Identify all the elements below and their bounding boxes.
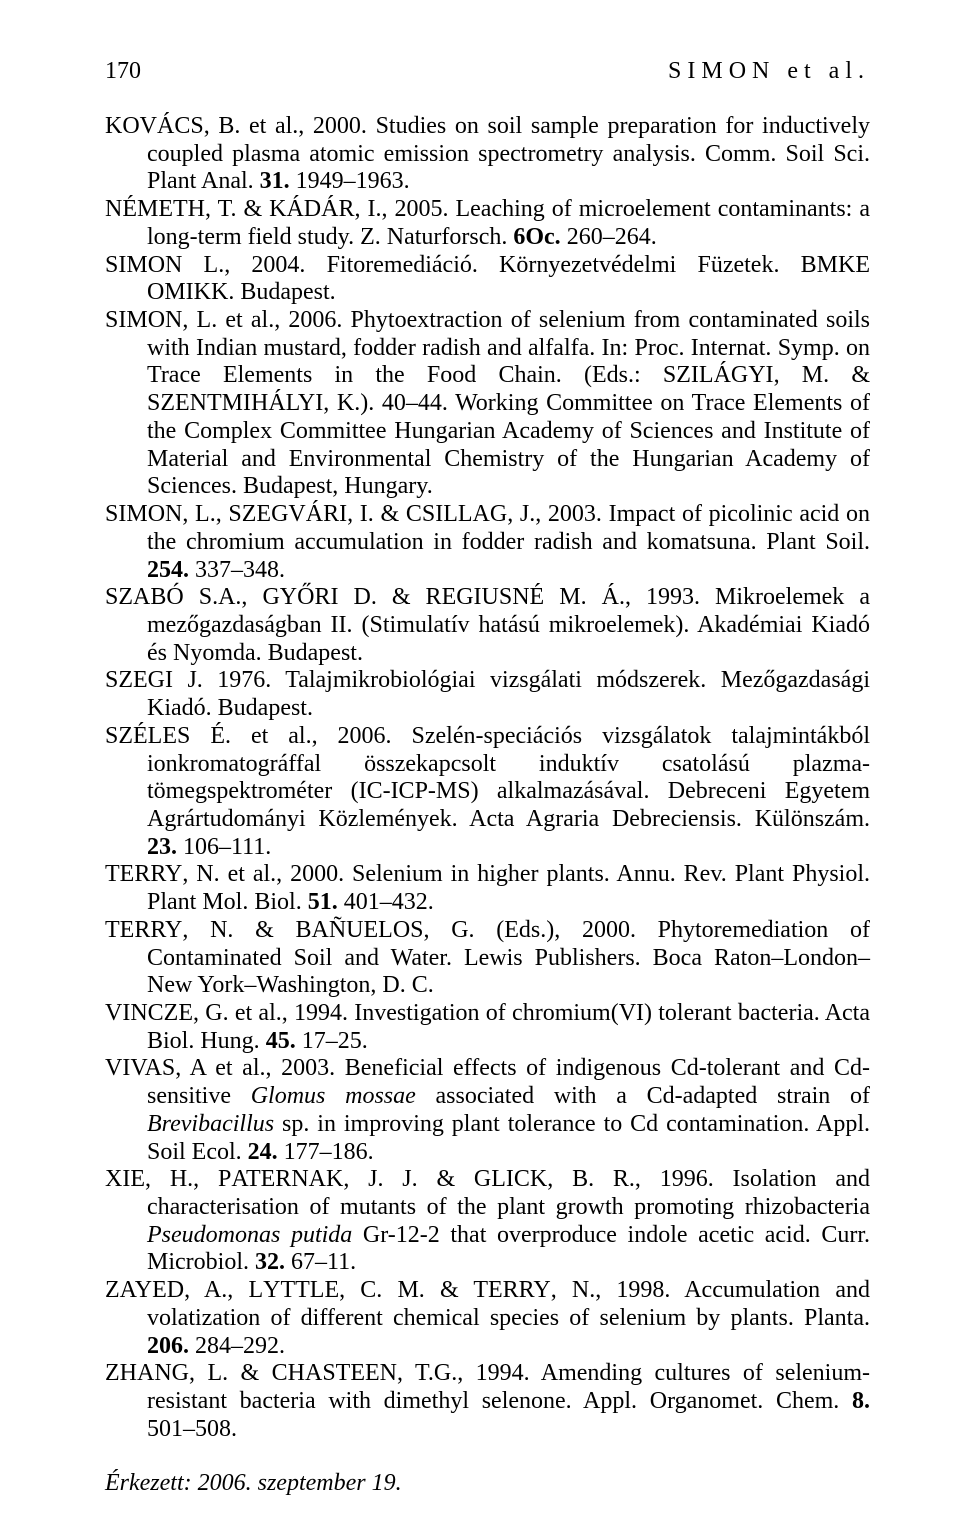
- reference-item: TERRY, N. et al., 2000. Selenium in high…: [105, 861, 870, 916]
- reference-item: NÉMETH, T. & KÁDÁR, I., 2005. Leaching o…: [105, 196, 870, 251]
- page: 170 SIMON et al. KOVÁCS, B. et al., 2000…: [0, 0, 960, 1537]
- reference-item: VIVAS, A et al., 2003. Beneficial effect…: [105, 1055, 870, 1166]
- reference-item: SZABÓ S.A., GYŐRI D. & REGIUSNÉ M. Á., 1…: [105, 584, 870, 667]
- references-list: KOVÁCS, B. et al., 2000. Studies on soil…: [105, 113, 870, 1444]
- reference-item: SIMON, L., SZEGVÁRI, I. & CSILLAG, J., 2…: [105, 501, 870, 584]
- page-header: 170 SIMON et al.: [105, 58, 870, 85]
- reference-item: XIE, H., PATERNAK, J. J. & GLICK, B. R.,…: [105, 1166, 870, 1277]
- reference-item: SZÉLES É. et al., 2006. Szelén-speciáció…: [105, 723, 870, 862]
- reference-item: KOVÁCS, B. et al., 2000. Studies on soil…: [105, 113, 870, 196]
- reference-item: SIMON, L. et al., 2006. Phytoextraction …: [105, 307, 870, 501]
- reference-item: SZEGI J. 1976. Talajmikrobiológiai vizsg…: [105, 667, 870, 722]
- received-date: Érkezett: 2006. szeptember 19.: [105, 1470, 870, 1497]
- reference-item: VINCZE, G. et al., 1994. Investigation o…: [105, 1000, 870, 1055]
- reference-item: ZHANG, L. & CHASTEEN, T.G., 1994. Amendi…: [105, 1360, 870, 1443]
- reference-item: SIMON L., 2004. Fitoremediáció. Környeze…: [105, 252, 870, 307]
- page-number: 170: [105, 58, 141, 85]
- running-title: SIMON et al.: [668, 58, 870, 85]
- reference-item: TERRY, N. & BAÑUELOS, G. (Eds.), 2000. P…: [105, 917, 870, 1000]
